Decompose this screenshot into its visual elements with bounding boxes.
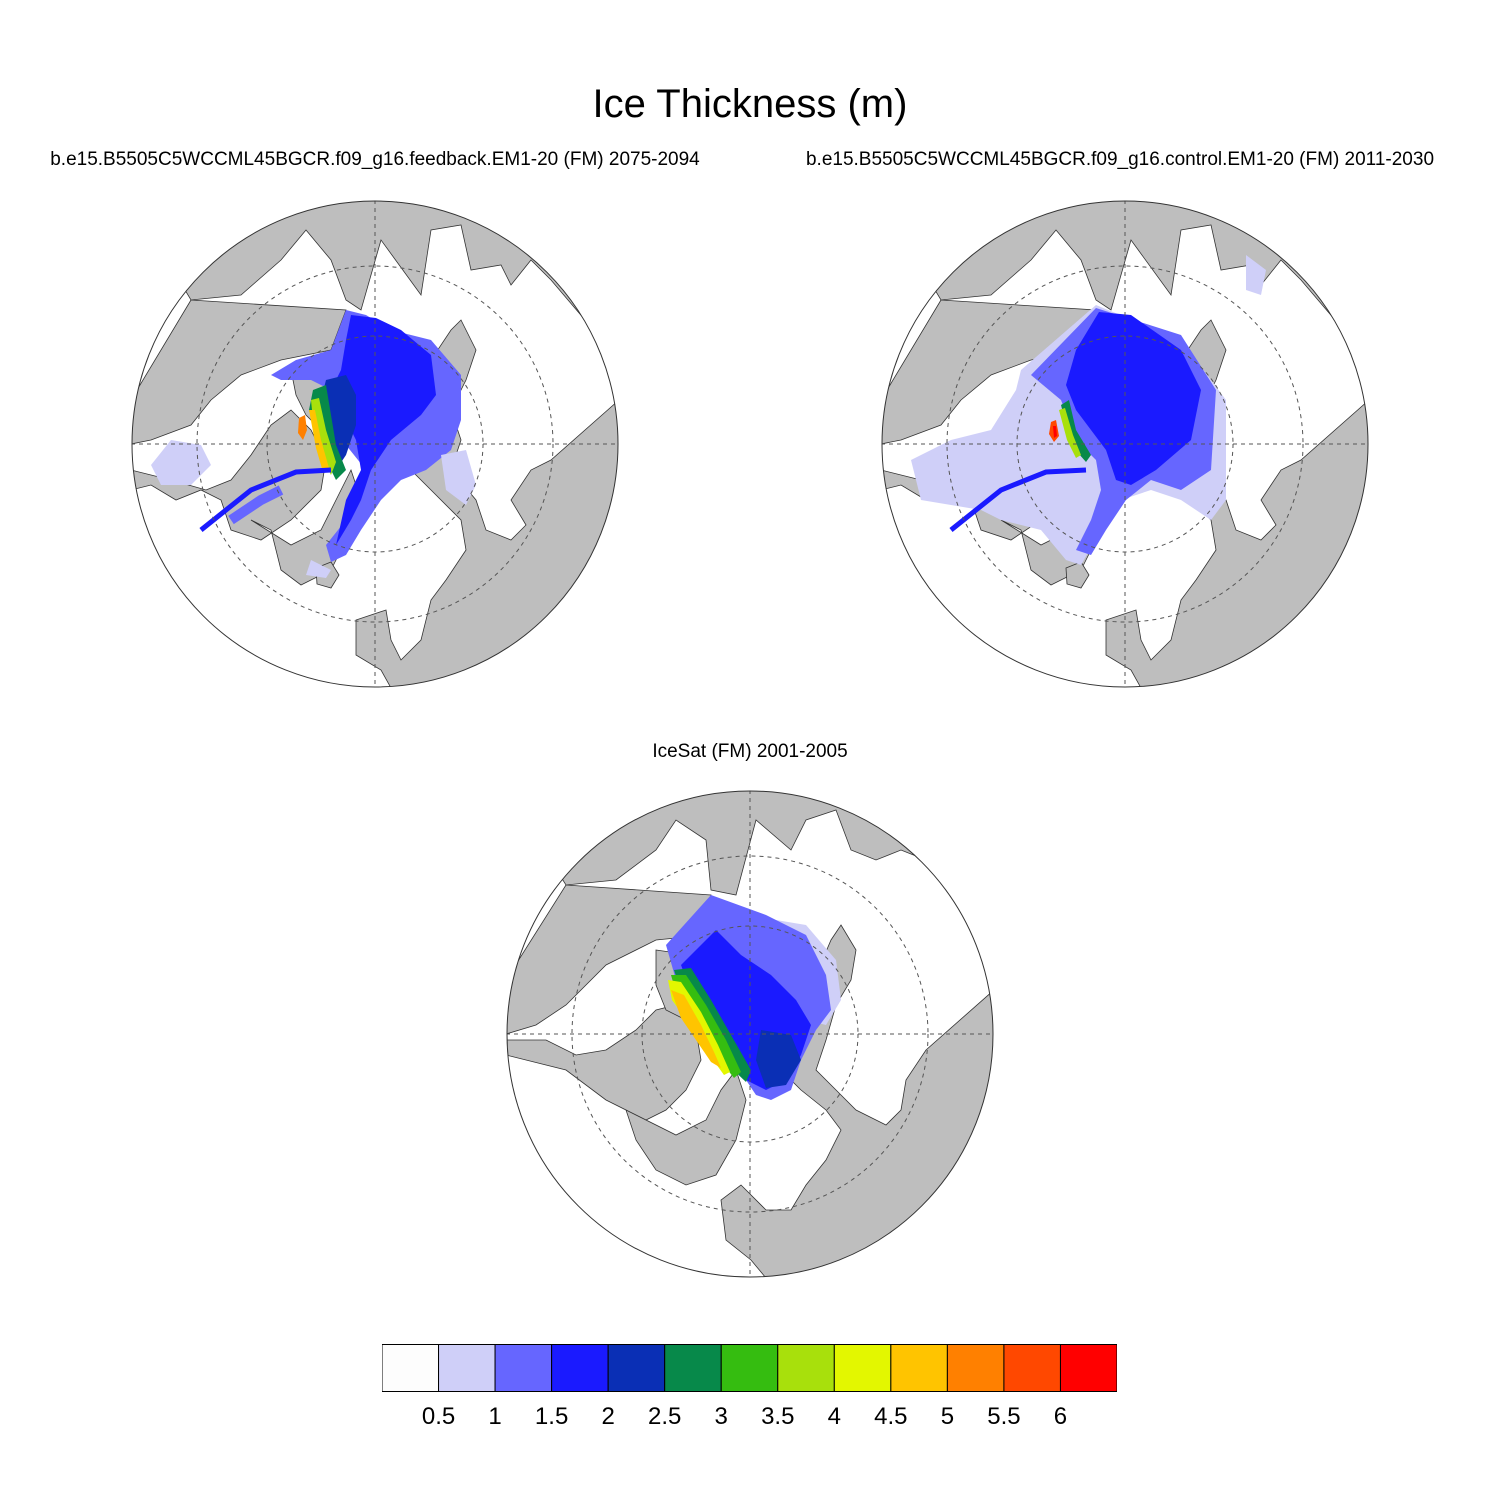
ice-channel-inner [228,485,284,525]
map-border [506,790,994,1278]
main-title: Ice Thickness (m) [592,82,908,126]
colorbar-tick-label: 0.5 [421,1403,456,1430]
colorbar-tick-label: 5 [940,1403,955,1430]
panel-title-feedback: b.e15.B5505C5WCCML45BGCR.f09_g16.feedbac… [50,149,700,170]
colorbar-tick-label: 2 [601,1403,615,1430]
colorbar-swatch [720,1344,779,1392]
colorbar-tick-label: 3 [714,1403,728,1430]
ice-class-2 [331,315,436,545]
colorbar-swatch [777,1344,835,1392]
ice-class-2.5 [321,375,356,470]
colorbar-swatch [382,1344,440,1392]
colorbar-swatch [551,1344,609,1392]
ice-class-6 [1053,426,1057,438]
polar-map-control [881,200,1369,688]
colorbar [382,1344,1117,1392]
colorbar-swatch [438,1344,496,1392]
ice-class-4 [311,398,336,475]
ice-class-2.5 [756,1030,801,1088]
ice-class-5.5 [298,415,307,440]
ice-class-1-marginal [151,440,476,578]
colorbar-swatch [833,1344,892,1392]
colorbar-tick-label: 4.5 [874,1403,908,1430]
panel-title-control: b.e15.B5505C5WCCML45BGCR.f09_g16.control… [805,149,1435,170]
colorbar-swatch [664,1344,722,1392]
colorbar-swatch [946,1344,1005,1392]
ice-channel [199,467,332,532]
panel-title-icesat: IceSat (FM) 2001-2005 [652,741,848,762]
colorbar-tick-label: 1.5 [534,1403,569,1430]
colorbar-swatch [890,1344,948,1392]
ice-class-2 [1066,312,1201,485]
land-mass-eurasia [132,201,618,445]
latitude-circle-outer [946,265,1304,623]
map-border [131,200,619,688]
colorbar-tick-label: 2.5 [648,1403,682,1430]
ice-class-4 [1059,408,1081,458]
colorbar-swatch [494,1344,553,1392]
ice-class-1-marginal [1246,255,1266,295]
latitude-circle-outer [571,855,929,1213]
ice-class-3 [1061,400,1091,462]
colorbar-swatch [1059,1344,1117,1392]
colorbar-tick-label: 1 [488,1403,502,1430]
colorbar-tick-label: 6 [1053,1403,1068,1430]
colorbar-swatch [1003,1344,1061,1392]
map-border [881,200,1369,688]
polar-map-icesat [506,790,994,1278]
ice-class-5 [671,990,721,1068]
colorbar-tick-label: 4 [827,1403,841,1430]
colorbar-tick-label: 5.5 [987,1403,1021,1430]
ice-channel [949,467,1087,532]
colorbar-tick-label: 3.5 [761,1403,795,1430]
colorbar-swatch [607,1344,666,1392]
ice-class-5 [309,410,329,472]
polar-map-feedback [131,200,619,688]
latitude-circle-outer [196,265,554,623]
